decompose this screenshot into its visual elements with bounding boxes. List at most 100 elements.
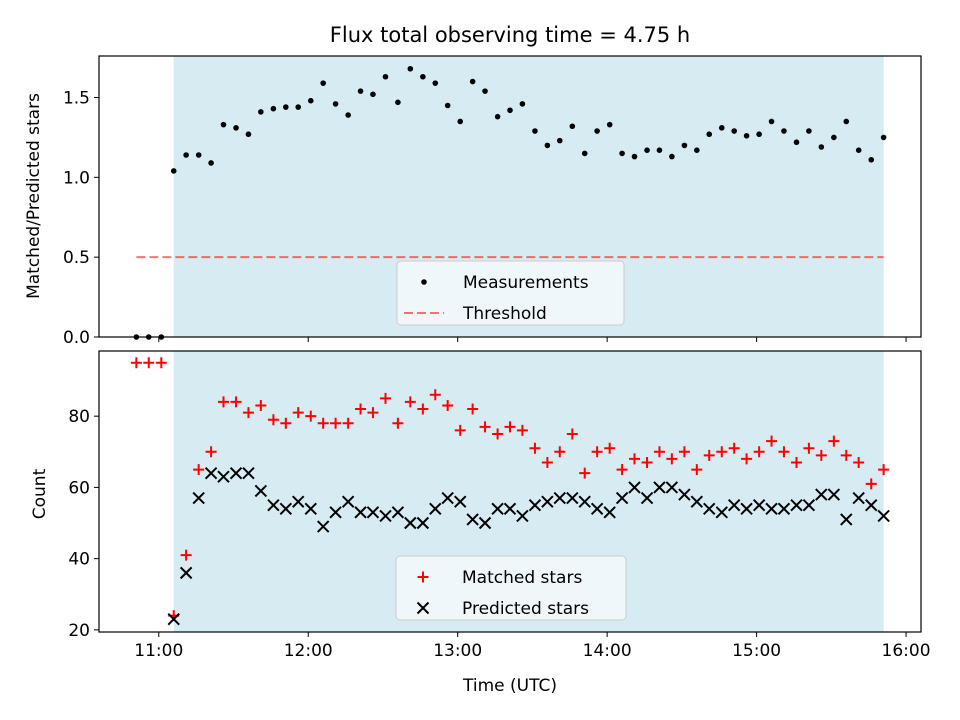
measurement-point <box>332 101 339 107</box>
matched-star-marker <box>230 396 242 408</box>
measurement-point <box>170 168 177 174</box>
matched-star-marker <box>205 446 217 458</box>
measurement-point <box>532 128 538 134</box>
matched-star-marker <box>728 442 740 454</box>
measurement-point <box>407 65 414 72</box>
predicted-star-marker <box>329 506 342 519</box>
predicted-star-marker <box>466 513 479 526</box>
matched-star-marker <box>417 403 429 415</box>
measurement-point <box>544 142 551 149</box>
predicted-star-marker <box>341 495 355 508</box>
matched-star-marker <box>392 417 404 429</box>
matched-star-marker <box>442 399 454 411</box>
predicted-star-marker <box>865 499 878 512</box>
predicted-star-marker <box>877 509 890 523</box>
measurement-point <box>357 88 364 94</box>
matched-star-marker <box>616 464 628 476</box>
matched-star-marker <box>367 407 379 419</box>
matched-star-marker <box>653 446 665 458</box>
predicted-star-marker <box>204 466 218 480</box>
measurement-point <box>270 105 277 112</box>
y-tick-label: 1.0 <box>63 168 90 188</box>
matched-star-marker <box>317 417 329 429</box>
predicted-star-marker <box>528 499 542 512</box>
predicted-star-marker <box>429 502 442 515</box>
predicted-star-marker <box>254 484 268 498</box>
predicted-star-marker <box>279 502 293 515</box>
matched-star-marker <box>865 478 877 490</box>
legend-box <box>395 555 627 621</box>
matched-star-marker <box>778 446 790 458</box>
measurement-point <box>519 101 526 107</box>
measurement-point <box>594 128 600 134</box>
measurement-point <box>731 128 737 134</box>
axes-frame <box>98 55 922 338</box>
measurement-point <box>831 134 837 141</box>
measurement-point <box>806 128 812 134</box>
matched-star-marker <box>180 549 192 561</box>
predicted-star-marker <box>379 509 392 523</box>
matched-star-marker <box>666 453 678 465</box>
measurement-point <box>818 144 825 150</box>
matched-star-marker <box>803 442 815 454</box>
chart-title: Flux total observing time = 4.75 h <box>330 23 690 47</box>
predicted-star-marker <box>179 566 193 580</box>
measurement-point <box>195 152 202 158</box>
measurement-point <box>743 133 750 139</box>
measurement-point <box>295 104 302 110</box>
predicted-star-marker <box>366 506 380 519</box>
measurement-point <box>669 153 675 160</box>
measurement-point <box>756 131 762 138</box>
matched-star-marker <box>591 446 603 458</box>
predicted-star-marker <box>715 506 728 519</box>
measurement-point <box>606 121 613 128</box>
predicted-star-marker <box>827 488 841 501</box>
predicted-star-marker <box>217 470 230 483</box>
predicted-star-marker <box>354 506 367 519</box>
matched-star-marker <box>242 407 254 419</box>
measurement-point <box>370 91 376 98</box>
predicted-star-marker <box>503 502 517 515</box>
measurement-point <box>619 150 625 157</box>
x-tick-label: 13:00 <box>433 641 482 661</box>
matched-star-marker <box>554 446 566 458</box>
bottom-y-axis-label: Count <box>30 468 50 519</box>
y-tick-label: 20 <box>68 621 90 641</box>
predicted-star-marker <box>404 516 417 530</box>
x-tick-label: 14:00 <box>583 641 632 661</box>
x-tick-label: 12:00 <box>284 641 333 661</box>
predicted-star-marker <box>416 516 430 530</box>
predicted-star-marker <box>615 491 629 505</box>
matched-star-marker <box>641 456 653 468</box>
matched-star-marker <box>516 424 528 436</box>
matched-star-marker <box>454 424 466 436</box>
measurement-point <box>382 73 389 80</box>
matched-star-marker <box>678 446 690 458</box>
legend-label: Threshold <box>462 304 547 324</box>
legend-label: Matched stars <box>462 568 582 588</box>
predicted-star-marker <box>304 502 317 515</box>
matched-star-marker <box>355 403 367 415</box>
x-tick-label: 16:00 <box>882 641 931 661</box>
predicted-star-marker <box>590 502 604 515</box>
measurement-point <box>183 152 189 158</box>
matched-star-marker <box>741 453 753 465</box>
matched-star-marker <box>828 435 840 447</box>
measurement-point <box>843 118 850 125</box>
y-tick-label: 1.5 <box>63 89 90 109</box>
measurement-point <box>644 147 650 153</box>
measurement-point <box>444 102 451 109</box>
x-axis-label: Time (UTC) <box>462 676 557 696</box>
measurement-point <box>868 156 875 163</box>
matched-star-marker <box>492 428 504 440</box>
legend: Matched stars Predicted stars <box>395 555 627 621</box>
measurement-point <box>395 99 401 106</box>
matched-star-marker <box>853 456 865 468</box>
legend-matched-marker <box>417 571 429 583</box>
measurement-point <box>220 121 227 128</box>
predicted-star-marker <box>541 495 554 508</box>
matched-star-marker <box>815 449 827 461</box>
predicted-star-marker <box>229 466 243 480</box>
measurement-point <box>781 128 787 134</box>
predicted-star-marker <box>603 506 616 519</box>
